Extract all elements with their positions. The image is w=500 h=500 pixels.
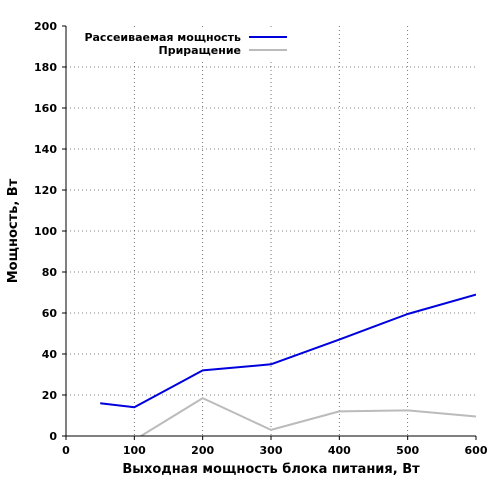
axes <box>62 25 477 440</box>
y-tick-label: 140 <box>34 143 57 156</box>
legend-background <box>74 30 290 60</box>
x-tick-label: 0 <box>62 444 70 457</box>
x-tick-label: 500 <box>396 444 419 457</box>
y-tick-label: 160 <box>34 102 57 115</box>
x-tick-label: 200 <box>191 444 214 457</box>
y-tick-label: 80 <box>42 266 58 279</box>
legend: Рассеиваемая мощность Приращение <box>74 30 290 60</box>
x-axis-label: Выходная мощность блока питания, Вт <box>122 462 420 477</box>
y-tick-label: 100 <box>34 225 57 238</box>
series-line-dissipated <box>100 293 476 409</box>
x-tick-label: 300 <box>260 444 283 457</box>
y-tick-label: 20 <box>42 389 58 402</box>
y-tick-label: 200 <box>34 20 57 33</box>
y-tick-label: 40 <box>42 348 58 361</box>
x-tick-label: 100 <box>123 444 146 457</box>
x-tick-label: 400 <box>328 444 351 457</box>
x-tick-label: 600 <box>465 444 488 457</box>
y-tick-label: 0 <box>49 430 57 443</box>
tick-labels: 0 100 200 300 400 500 600 0 20 40 60 80 100 120 140 160… <box>34 20 488 457</box>
series-line-increment <box>139 397 476 436</box>
legend-label-increment: Приращение <box>159 44 241 57</box>
series-lines <box>100 293 476 436</box>
grid <box>66 26 476 436</box>
y-tick-label: 180 <box>34 61 57 74</box>
y-axis-label: Мощность, Вт <box>6 178 21 283</box>
y-tick-label: 60 <box>42 307 58 320</box>
legend-label-dissipated: Рассеиваемая мощность <box>84 31 241 44</box>
y-tick-label: 120 <box>34 184 57 197</box>
